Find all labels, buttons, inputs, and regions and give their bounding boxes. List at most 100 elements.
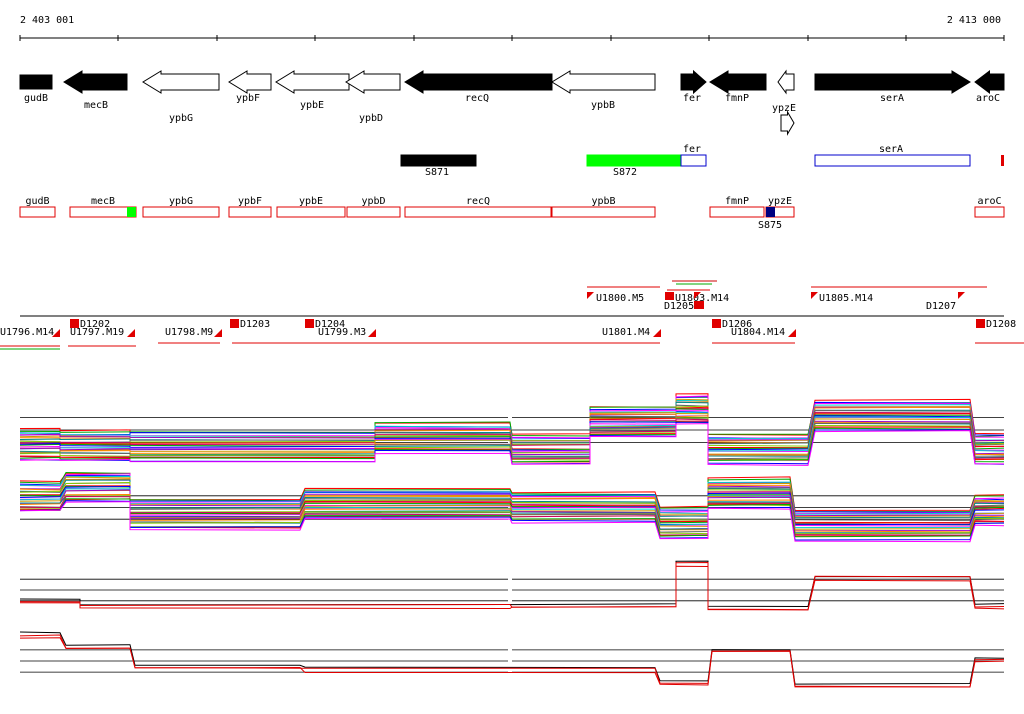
feature-flag xyxy=(368,329,376,337)
unit-box-ypbD xyxy=(346,206,401,218)
feature-flag xyxy=(958,292,965,299)
feature-U1798.M9: U1798.M9 xyxy=(165,327,222,338)
gene-arrow-ypbF xyxy=(228,70,272,94)
start-coordinate: 2 403 001 xyxy=(20,15,74,26)
gene-aroC: aroC xyxy=(974,69,1005,104)
unit-ypbG: ypbG xyxy=(142,196,220,218)
feature-D1204: D1204 xyxy=(305,319,345,330)
feature-label-U1803.M14: U1803.M14 xyxy=(675,293,729,304)
feature-marker xyxy=(230,319,239,328)
feature-flag xyxy=(694,292,701,299)
profile-panel xyxy=(19,560,1005,620)
profile-trace xyxy=(19,565,1005,611)
unit-box-ypbG xyxy=(142,206,220,218)
feature-label-U1797.M19: U1797.M19 xyxy=(70,327,124,338)
gene-label-fer: fer xyxy=(683,93,701,104)
unit-gudB: gudB xyxy=(19,196,56,218)
gene-mecB: mecB xyxy=(63,70,128,111)
region-box-S872 xyxy=(586,154,682,167)
gene-label-ypbB: ypbB xyxy=(591,100,615,111)
region-track: S871 S872 fer serA xyxy=(400,144,1004,178)
region-serA: serA xyxy=(814,144,971,167)
gene-fer: fer xyxy=(680,69,707,104)
feature-flag xyxy=(653,329,661,337)
unit-fmnP: fmnP xyxy=(709,196,765,218)
gene-label-aroC: aroC xyxy=(976,93,1000,104)
gene-arrow-ypzE xyxy=(777,69,795,95)
gene-label-serA: serA xyxy=(880,93,904,104)
unit-label-ypzE: ypzE xyxy=(768,196,792,207)
profile-trace xyxy=(19,500,1005,541)
unit-mecB: mecB xyxy=(69,196,137,218)
unit-marker-label: S875 xyxy=(758,220,782,231)
feature-U1796.M14: U1796.M14 xyxy=(0,327,60,338)
feature-flag xyxy=(52,329,60,337)
unit-box-aroC xyxy=(974,206,1005,218)
unit-aroC: aroC xyxy=(974,196,1005,218)
unit-ypbB: ypbB xyxy=(551,196,656,218)
profile-trace xyxy=(19,637,1005,688)
gene-label-ypbD: ypbD xyxy=(359,113,383,124)
unit-track: gudB mecB ypbG ypbF ypbE ypbD recQ ypbB fmnP ypzE… xyxy=(19,196,1005,231)
unit-ypbD: ypbD xyxy=(346,196,401,218)
region-fer: fer xyxy=(680,144,707,167)
profile-trace xyxy=(19,498,1005,538)
profile-trace xyxy=(20,485,1005,524)
feature-marker xyxy=(665,292,674,300)
gene-ypbB: ypbB xyxy=(551,70,656,111)
gene-arrow-ypbG xyxy=(142,70,220,94)
region-box-S871 xyxy=(400,154,477,167)
end-coordinate: 2 413 000 xyxy=(947,15,1001,26)
gene-label-ypbG: ypbG xyxy=(169,113,193,124)
gene-ypbE: ypbE xyxy=(275,70,350,111)
feature-flag xyxy=(587,292,594,299)
feature-label-U1798.M9: U1798.M9 xyxy=(165,327,213,338)
profile-trace xyxy=(20,475,1005,515)
feature-label-U1801.M4: U1801.M4 xyxy=(602,327,650,338)
profile-panel xyxy=(19,393,1005,466)
feature-marker xyxy=(712,319,721,328)
unit-label-aroC: aroC xyxy=(977,196,1001,207)
unit-label-ypbB: ypbB xyxy=(591,196,615,207)
unit-label-mecB: mecB xyxy=(91,196,115,207)
unit-label-ypbD: ypbD xyxy=(361,196,385,207)
region-box-fer xyxy=(680,154,707,167)
coordinate-ruler: 2 403 001 2 413 000 xyxy=(19,15,1005,41)
unit-green-marker xyxy=(127,207,136,217)
feature-D1203: D1203 xyxy=(230,319,270,330)
profile-panel xyxy=(19,630,1005,692)
feature-marker xyxy=(70,319,79,328)
profile-panel xyxy=(19,471,1005,543)
feature-U1799.M3: U1799.M3 xyxy=(318,327,376,338)
gene-arrow-ypbB xyxy=(551,70,656,94)
gene-arrow-aroC xyxy=(974,69,1005,95)
gene-arrow-gudB xyxy=(19,74,53,90)
region-edge-marker xyxy=(1001,155,1004,166)
profile-trace xyxy=(19,495,1005,536)
unit-box-gudB xyxy=(19,206,56,218)
feature-D1207: D1207 xyxy=(926,292,965,312)
gene-arrow-serA xyxy=(814,70,971,94)
feature-label-U1804.M14: U1804.M14 xyxy=(731,327,785,338)
gene-ypzE: ypzE xyxy=(772,69,796,114)
profile-trace xyxy=(19,423,1005,466)
feature-U1804.M14: U1804.M14 xyxy=(731,327,796,338)
feature-marker xyxy=(694,301,704,309)
gene-arrow-recQ xyxy=(404,70,553,94)
gene-arrow-mecB xyxy=(63,70,128,94)
unit-label-recQ: recQ xyxy=(466,196,490,207)
feature-flag xyxy=(127,329,135,337)
gene-recQ: recQ xyxy=(404,70,553,104)
unit-blue-marker xyxy=(766,207,775,217)
feature-label-D1202: D1202 xyxy=(80,319,110,330)
unit-label-fmnP: fmnP xyxy=(725,196,749,207)
gene-serA: serA xyxy=(814,70,971,104)
gene-label-ypbE: ypbE xyxy=(300,100,324,111)
gene-gudB: gudB xyxy=(19,74,53,104)
gene-label-gudB: gudB xyxy=(24,93,48,104)
gene-arrow-fer xyxy=(680,69,707,95)
region-label-fer: fer xyxy=(683,144,701,155)
unit-box-ypbF xyxy=(228,206,272,218)
